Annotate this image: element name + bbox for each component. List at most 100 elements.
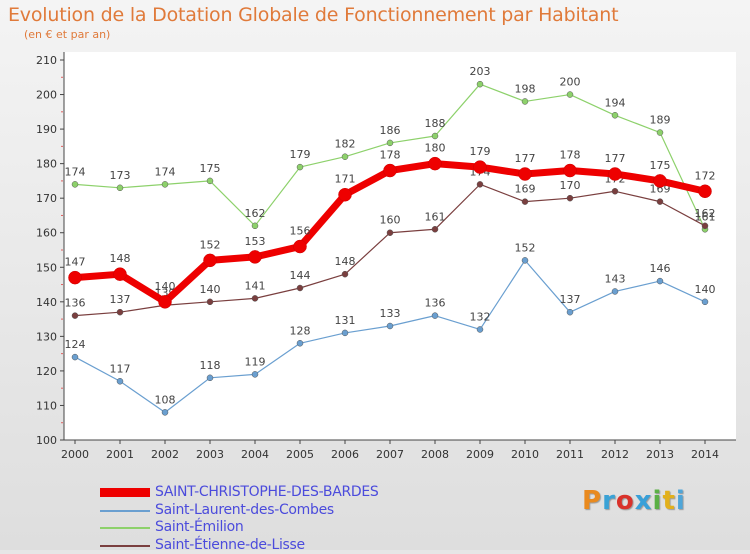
data-point — [341, 270, 349, 278]
data-label: 182 — [335, 138, 356, 151]
data-label: 169 — [650, 183, 671, 196]
data-label: 172 — [695, 169, 716, 182]
data-label: 152 — [200, 238, 221, 251]
data-point — [521, 198, 529, 205]
data-point — [116, 378, 124, 385]
x-tick-label: 2004 — [241, 448, 269, 461]
y-tick-label: 160 — [36, 227, 57, 240]
data-label: 136 — [65, 297, 86, 310]
data-label: 186 — [380, 124, 401, 137]
data-point — [476, 181, 484, 188]
proxiti-logo: Proxiti — [582, 486, 686, 516]
y-tick-label: 180 — [36, 158, 57, 171]
data-point — [701, 222, 709, 230]
data-point — [473, 160, 487, 174]
logo-letter: i — [652, 486, 663, 516]
data-label: 136 — [425, 297, 446, 310]
data-point — [161, 409, 169, 416]
data-label: 179 — [290, 148, 311, 161]
data-label: 148 — [110, 252, 131, 265]
x-tick-label: 2008 — [421, 448, 449, 461]
data-point — [386, 322, 394, 330]
data-point — [296, 163, 304, 171]
data-point — [521, 98, 529, 105]
data-label: 117 — [110, 362, 131, 375]
data-label: 175 — [650, 159, 671, 172]
data-label: 175 — [200, 162, 221, 175]
data-point — [386, 229, 394, 236]
data-point — [566, 91, 574, 98]
legend-label: SAINT-CHRISTOPHE-DES-BARDES — [155, 484, 379, 500]
x-tick-label: 2012 — [601, 448, 629, 461]
data-point — [113, 267, 127, 281]
x-tick-label: 2001 — [106, 448, 134, 461]
data-label: 171 — [335, 173, 356, 186]
data-label: 119 — [245, 355, 266, 368]
data-point — [656, 277, 664, 285]
x-tick-label: 2000 — [61, 448, 89, 461]
data-label: 133 — [380, 307, 401, 320]
data-point — [611, 188, 619, 195]
data-point — [428, 156, 442, 171]
chart-title: Evolution de la Dotation Globale de Fonc… — [8, 4, 619, 26]
data-point — [431, 132, 439, 140]
x-tick-label: 2009 — [466, 448, 494, 461]
data-point — [251, 222, 259, 230]
data-label: 146 — [650, 262, 671, 275]
data-label: 141 — [245, 279, 266, 292]
data-point — [248, 250, 262, 264]
data-point — [116, 184, 124, 192]
data-label: 174 — [155, 165, 176, 178]
y-tick-label: 170 — [36, 192, 57, 205]
data-label: 153 — [245, 235, 266, 248]
data-label: 180 — [425, 142, 446, 155]
data-point — [251, 295, 259, 302]
data-point — [608, 167, 622, 181]
data-point — [293, 239, 307, 254]
data-point — [476, 80, 484, 88]
y-tick-label: 150 — [36, 261, 57, 274]
y-tick-label: 100 — [36, 434, 57, 447]
x-tick-label: 2010 — [511, 448, 539, 461]
data-point — [383, 163, 397, 178]
x-tick-label: 2006 — [331, 448, 359, 461]
data-point — [653, 174, 667, 188]
y-tick-label: 110 — [36, 399, 57, 412]
data-label: 173 — [110, 169, 131, 182]
data-point — [656, 198, 664, 205]
data-point — [206, 177, 214, 185]
legend-swatch — [100, 488, 150, 497]
data-label: 140 — [200, 283, 221, 296]
data-label: 177 — [515, 152, 536, 165]
data-point — [341, 153, 349, 160]
x-tick-label: 2013 — [646, 448, 674, 461]
logo-letter: x — [634, 486, 653, 516]
data-point — [656, 129, 664, 136]
data-label: 160 — [380, 214, 401, 227]
data-label: 203 — [470, 65, 491, 78]
data-label: 143 — [605, 272, 626, 285]
data-point — [611, 112, 619, 119]
data-point — [251, 371, 259, 378]
legend-swatch — [100, 509, 150, 512]
y-tick-label: 130 — [36, 330, 57, 343]
data-label: 132 — [470, 310, 491, 323]
logo-letter: t — [662, 486, 676, 516]
data-label: 152 — [515, 241, 536, 254]
y-tick-label: 200 — [36, 89, 57, 102]
data-label: 118 — [200, 359, 221, 372]
data-label: 170 — [560, 179, 581, 192]
data-point — [476, 326, 484, 333]
logo-letter: i — [675, 486, 686, 516]
data-point — [296, 340, 304, 347]
data-label: 194 — [605, 96, 626, 109]
data-label: 147 — [65, 256, 86, 269]
data-label: 161 — [425, 210, 446, 223]
x-tick-label: 2003 — [196, 448, 224, 461]
legend-swatch — [100, 527, 150, 529]
data-label: 140 — [695, 283, 716, 296]
data-label: 178 — [560, 149, 581, 162]
chart-subtitle: (en € et par an) — [24, 28, 111, 41]
